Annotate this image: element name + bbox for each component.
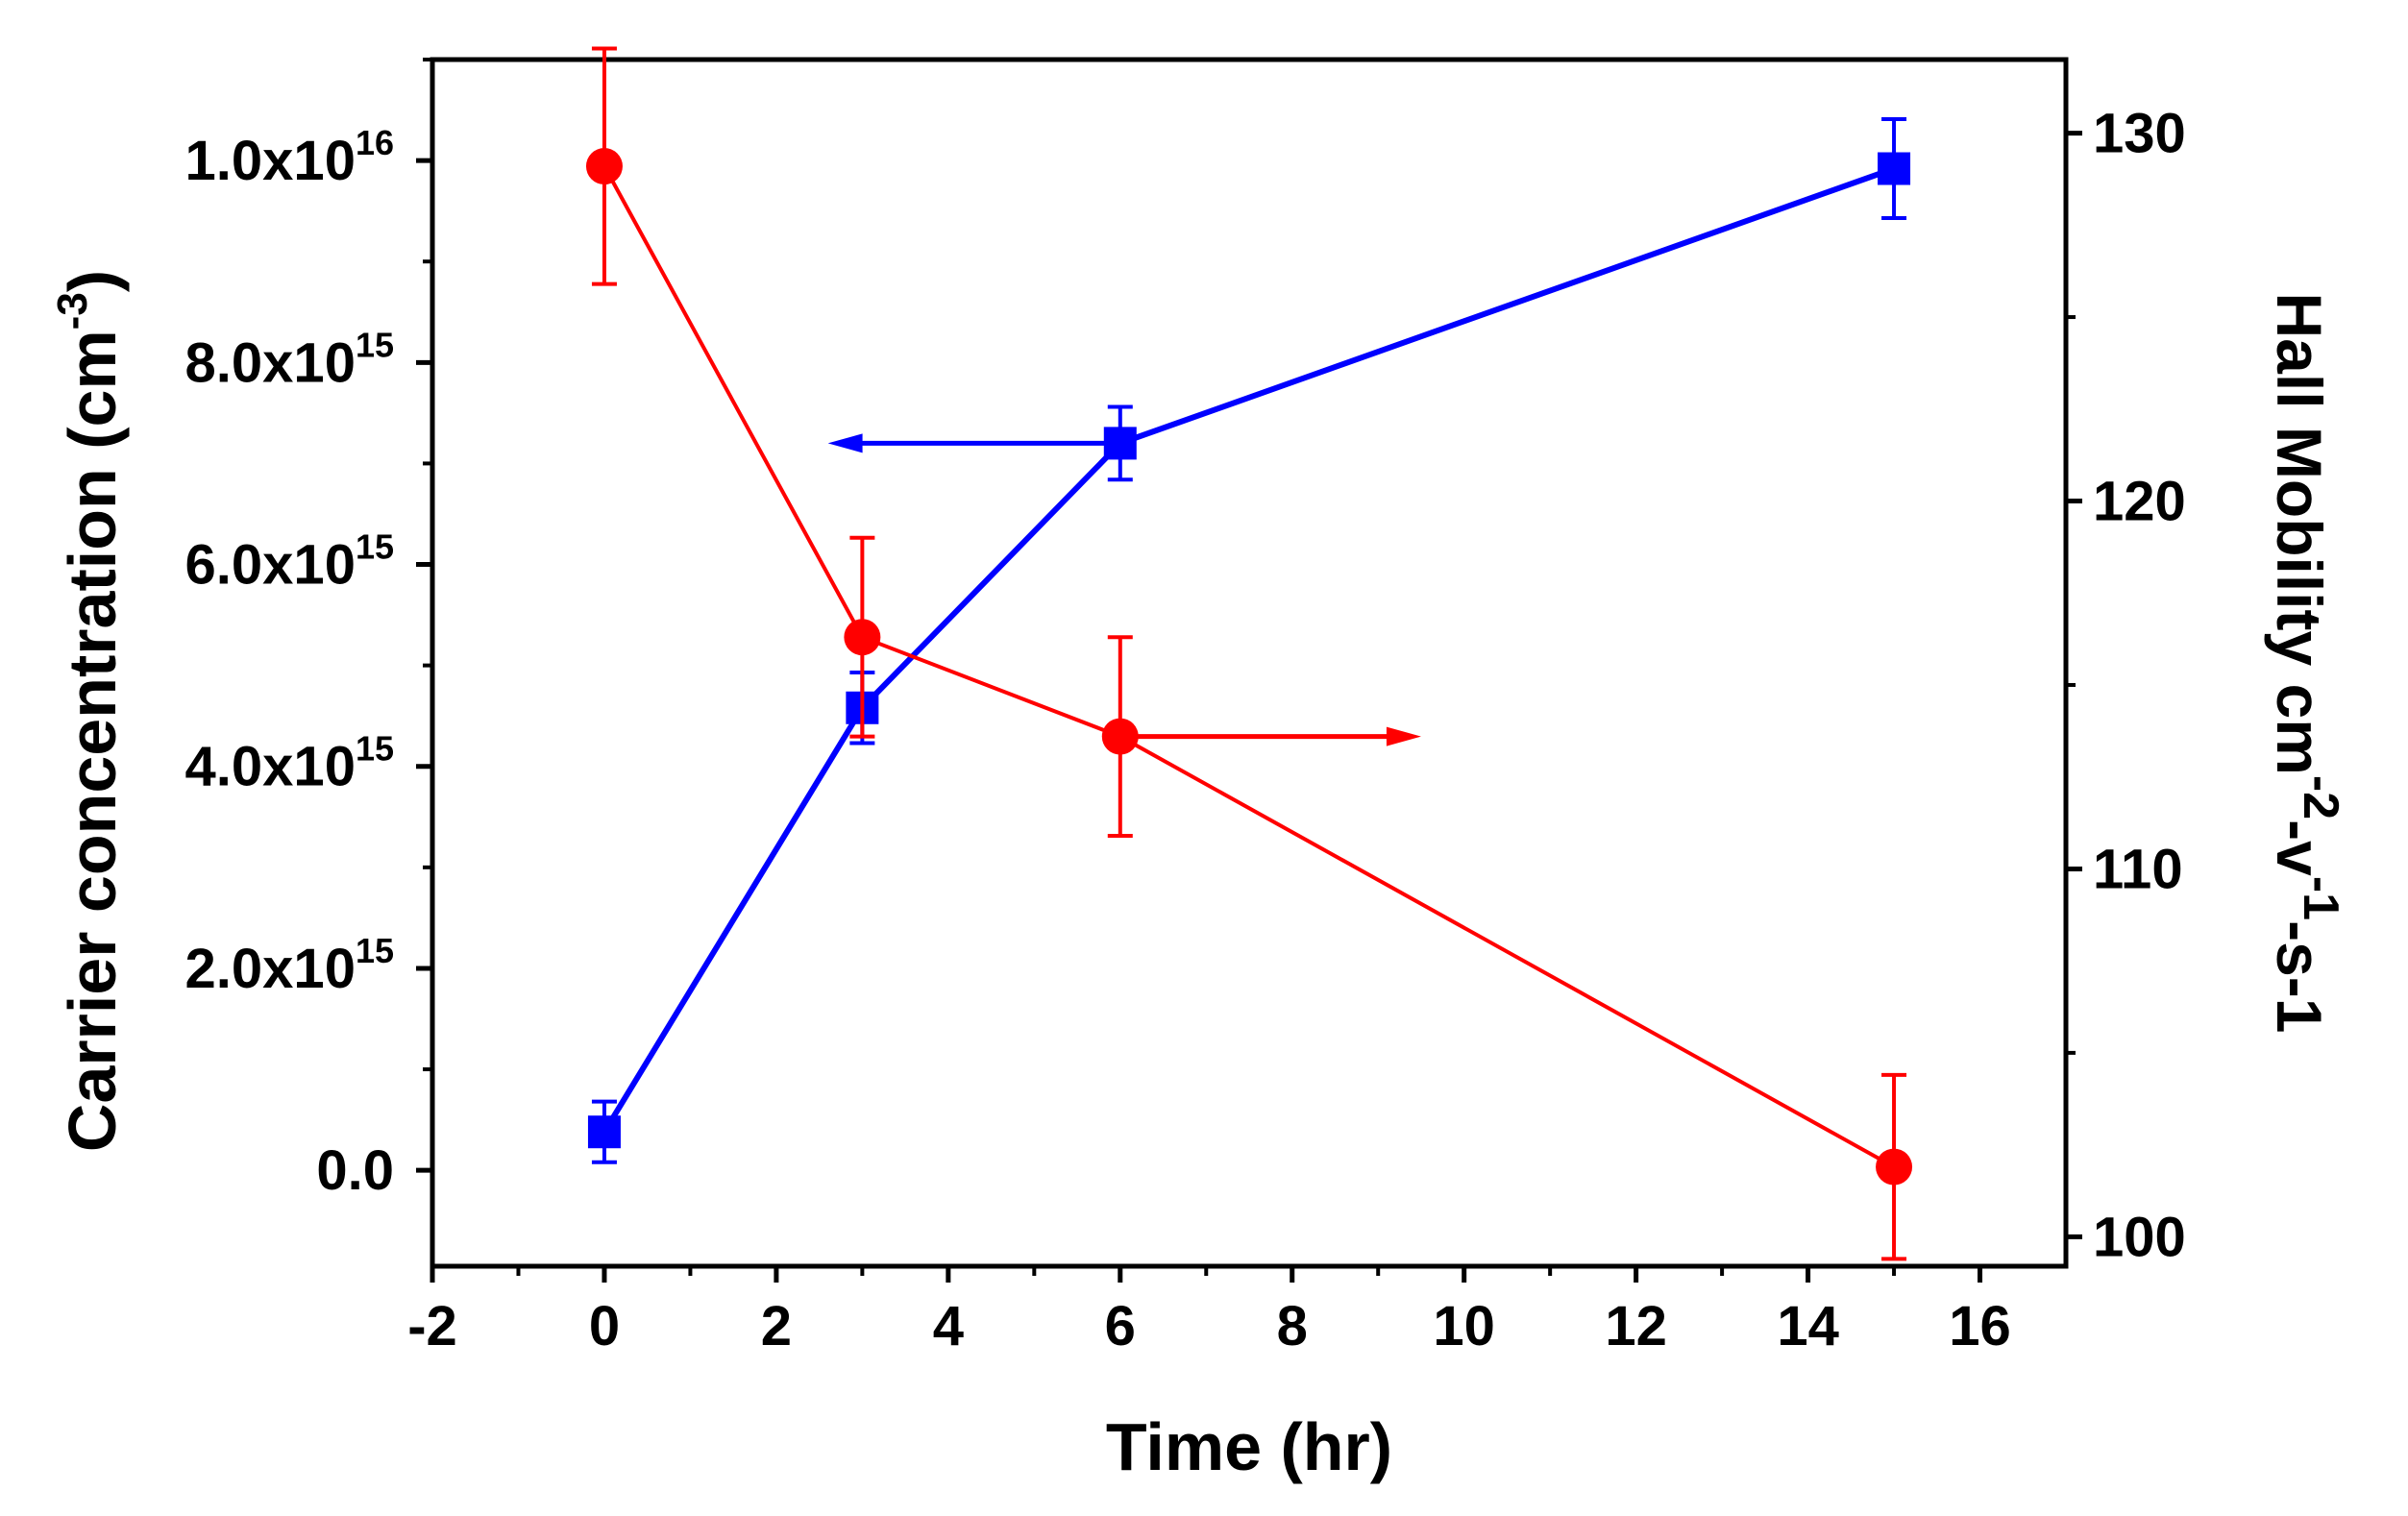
axis-arrow-head — [1386, 726, 1421, 746]
plot-frame — [430, 57, 2069, 1269]
y-right-label-superscript: -1 — [2293, 876, 2348, 920]
y-left-tick-label: 6.0x1015 — [185, 527, 394, 597]
x-tick-label: 12 — [1605, 1295, 1667, 1357]
y-left-tick-exponent: 15 — [356, 325, 394, 364]
y-right-label-text: Hall Mobility cm — [2264, 293, 2335, 775]
y-right-axis-label: Hall Mobility cm-2-v-1-s-1 — [2264, 293, 2348, 1034]
y-right-label-text: -v — [2264, 819, 2335, 876]
data-point-circle — [585, 148, 623, 185]
y-left-tick-label: 1.0x1016 — [185, 123, 394, 192]
y-left-tick-label: 4.0x1015 — [185, 729, 394, 798]
x-tick-label: 0 — [589, 1295, 620, 1357]
x-tick-label: 2 — [761, 1295, 792, 1357]
y-right-tick-label: 120 — [2093, 471, 2186, 533]
y-left-tick-label: 8.0x1015 — [185, 325, 394, 394]
plot-frame-group — [430, 57, 2069, 1269]
y-left-tick-base: 6.0x10 — [185, 534, 356, 597]
series-line-1 — [602, 165, 1896, 1169]
y-left-tick-label: 0.0 — [316, 1139, 394, 1202]
x-tick-label: 6 — [1105, 1295, 1136, 1357]
y-left-axis-label: Carrier concentration (cm-3) — [49, 270, 130, 1152]
y-left-tick-label: 2.0x1015 — [185, 931, 394, 1000]
y-left-tick-base: 8.0x10 — [185, 331, 356, 394]
y-left-tick-exponent: 15 — [356, 729, 394, 769]
x-tick-label: 4 — [933, 1295, 964, 1357]
y-right-tick-label: 130 — [2093, 103, 2186, 165]
y-right-tick-label: 110 — [2093, 838, 2183, 900]
y-left-label-text: Carrier concentration (cm — [55, 330, 130, 1152]
y-left-tick-base: 4.0x10 — [185, 736, 356, 798]
y-left-tick-base: 2.0x10 — [185, 938, 356, 1000]
x-tick-label: 16 — [1949, 1295, 2011, 1357]
y-left-tick-exponent: 15 — [356, 527, 394, 567]
x-tick-label: 10 — [1433, 1295, 1495, 1357]
axis-label-group: Time (hr) Carrier concentration (cm-3) Hal… — [49, 270, 2348, 1484]
data-point-circle — [1876, 1148, 1913, 1186]
data-point-circle — [844, 619, 881, 656]
y-left-label-superscript: -3 — [49, 292, 96, 330]
y-right-tick-label: 100 — [2093, 1206, 2186, 1268]
y-left-tick-base: 0.0 — [316, 1139, 394, 1202]
x-tick-label: 14 — [1777, 1295, 1839, 1357]
axis-arrow-head — [827, 433, 863, 453]
series-line-0 — [602, 165, 1896, 1134]
y-right-label-text: -s — [2264, 920, 2335, 977]
x-tick-label: -2 — [407, 1295, 457, 1357]
y-right-label-text: -1 — [2264, 977, 2335, 1034]
y-left-tick-exponent: 15 — [356, 931, 394, 970]
data-point-square — [587, 1115, 621, 1149]
tick-group: -2 0 2 4 6 8 10 12 14 160.02.0x10154.0x10156.0x10… — [185, 58, 2186, 1357]
series-group — [585, 46, 1913, 1261]
y-left-tick-base: 1.0x10 — [185, 130, 356, 192]
y-left-label-close: ) — [55, 270, 130, 292]
y-left-tick-exponent: 16 — [356, 123, 394, 162]
y-right-label-superscript: -2 — [2293, 775, 2348, 819]
x-tick-label: 8 — [1277, 1295, 1308, 1357]
x-axis-label: Time (hr) — [1106, 1409, 1392, 1484]
data-point-square — [1878, 152, 1911, 185]
